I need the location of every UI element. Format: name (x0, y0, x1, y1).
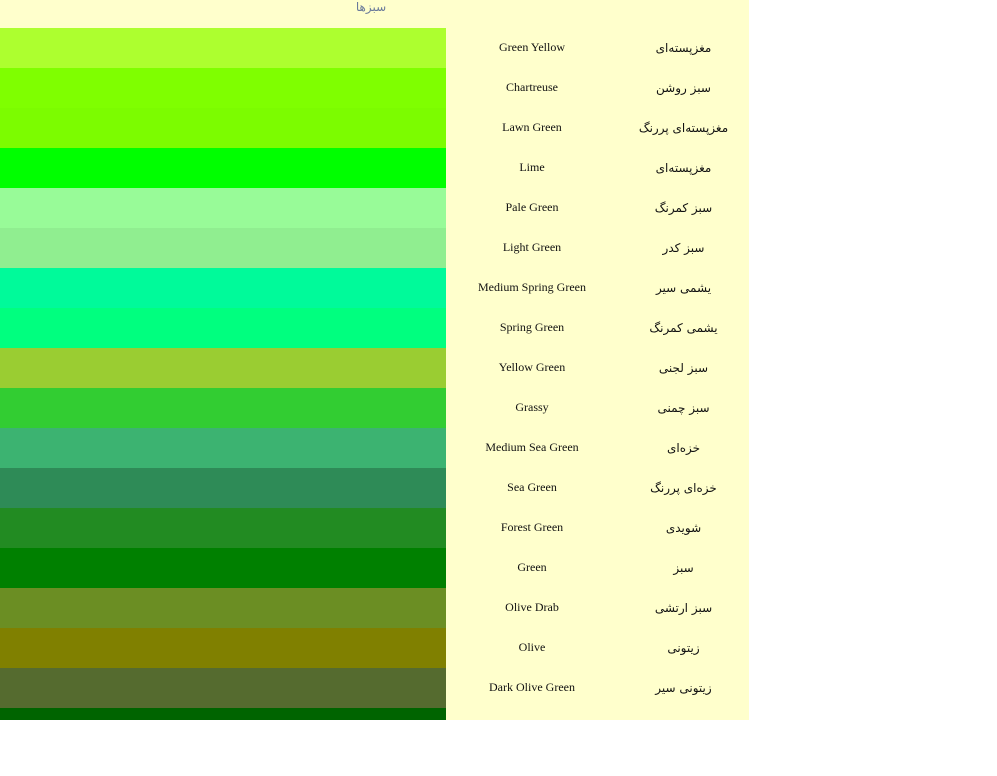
table-row: Sea Green خزه‌ای پررنگ (0, 468, 749, 508)
color-swatch (0, 588, 446, 628)
english-name: Grassy (515, 400, 549, 414)
english-name: Forest Green (500, 520, 564, 534)
persian-name: یشمی کمرنگ (649, 321, 718, 335)
persian-name: سبز چمنی (657, 401, 710, 415)
persian-name: خزه‌ای (666, 441, 701, 455)
table-row: Pale Green سبز کمرنگ (0, 188, 749, 228)
persian-name: زیتونی سیر (655, 681, 712, 695)
english-name: Pale Green (505, 200, 559, 214)
table-row: Olive زیتونی (0, 628, 749, 668)
english-name: Olive Drab (505, 600, 559, 614)
table-row: Medium Sea Green خزه‌ای (0, 428, 749, 468)
header-title: سبزها (355, 0, 387, 14)
english-name (446, 708, 618, 720)
table-row: Light Green سبز کدر (0, 228, 749, 268)
table-row: Spring Green یشمی کمرنگ (0, 308, 749, 348)
table-row: Lawn Green مغزپسته‌ای پررنگ (0, 108, 749, 148)
table-row: Lime مغزپسته‌ای (0, 148, 749, 188)
color-swatch (0, 148, 446, 188)
english-name: Light Green (502, 240, 562, 254)
persian-name: سبز کدر (662, 241, 705, 255)
english-name: Green Yellow (499, 40, 565, 54)
color-swatch (0, 28, 446, 68)
color-swatch (0, 668, 446, 708)
persian-name: سبز (673, 561, 694, 575)
english-name: Spring Green (499, 320, 565, 334)
color-swatch (0, 388, 446, 428)
english-name: Lawn Green (502, 120, 562, 134)
color-rows: Green Yellow مغزپسته‌ای Chartreuse سبز روشن… (0, 28, 749, 720)
table-row: Medium Spring Green یشمی سیر (0, 268, 749, 308)
english-name: Chartreuse (506, 80, 558, 94)
table-row: Chartreuse سبز روشن (0, 68, 749, 108)
english-name: Dark Olive Green (489, 680, 575, 694)
color-swatch (0, 548, 446, 588)
color-swatch (0, 68, 446, 108)
persian-name: سبز روشن (656, 81, 711, 95)
persian-name (618, 708, 749, 720)
persian-name: سبز کمرنگ (654, 201, 713, 215)
english-name: Lime (519, 160, 545, 174)
table-row: Grassy سبز چمنی (0, 388, 749, 428)
persian-name: شویدی (665, 521, 702, 535)
english-name: Sea Green (507, 480, 557, 494)
english-name: Yellow Green (498, 360, 566, 374)
persian-name: خزه‌ای پررنگ (650, 481, 717, 495)
color-swatch (0, 188, 446, 228)
table-row: Green سبز (0, 548, 749, 588)
color-swatch (0, 708, 446, 720)
persian-name: سبز ارتشی (654, 601, 713, 615)
persian-name: یشمی سیر (655, 281, 712, 295)
table-row: Olive Drab سبز ارتشی (0, 588, 749, 628)
table-row: Green Yellow مغزپسته‌ای (0, 28, 749, 68)
english-name: Olive (518, 640, 546, 654)
persian-name: مغزپسته‌ای پررنگ (638, 121, 729, 135)
persian-name: مغزپسته‌ای (655, 41, 712, 55)
color-swatch (0, 348, 446, 388)
color-swatch (0, 308, 446, 348)
color-table: سبزها Green Yellow مغزپسته‌ای Chartreuse سب… (0, 0, 749, 720)
english-name: Green (517, 560, 547, 574)
color-swatch (0, 428, 446, 468)
color-swatch (0, 468, 446, 508)
color-swatch (0, 628, 446, 668)
persian-name: زیتونی (667, 641, 700, 655)
color-swatch (0, 268, 446, 308)
table-row (0, 708, 749, 720)
color-swatch (0, 228, 446, 268)
table-header: سبزها (0, 0, 749, 28)
persian-name: سبز لجنی (658, 361, 709, 375)
persian-name: مغزپسته‌ای (655, 161, 712, 175)
english-name: Medium Sea Green (485, 440, 579, 454)
color-swatch (0, 508, 446, 548)
english-name: Medium Spring Green (478, 280, 586, 294)
color-swatch (0, 108, 446, 148)
table-row: Forest Green شویدی (0, 508, 749, 548)
table-row: Dark Olive Green زیتونی سیر (0, 668, 749, 708)
table-row: Yellow Green سبز لجنی (0, 348, 749, 388)
